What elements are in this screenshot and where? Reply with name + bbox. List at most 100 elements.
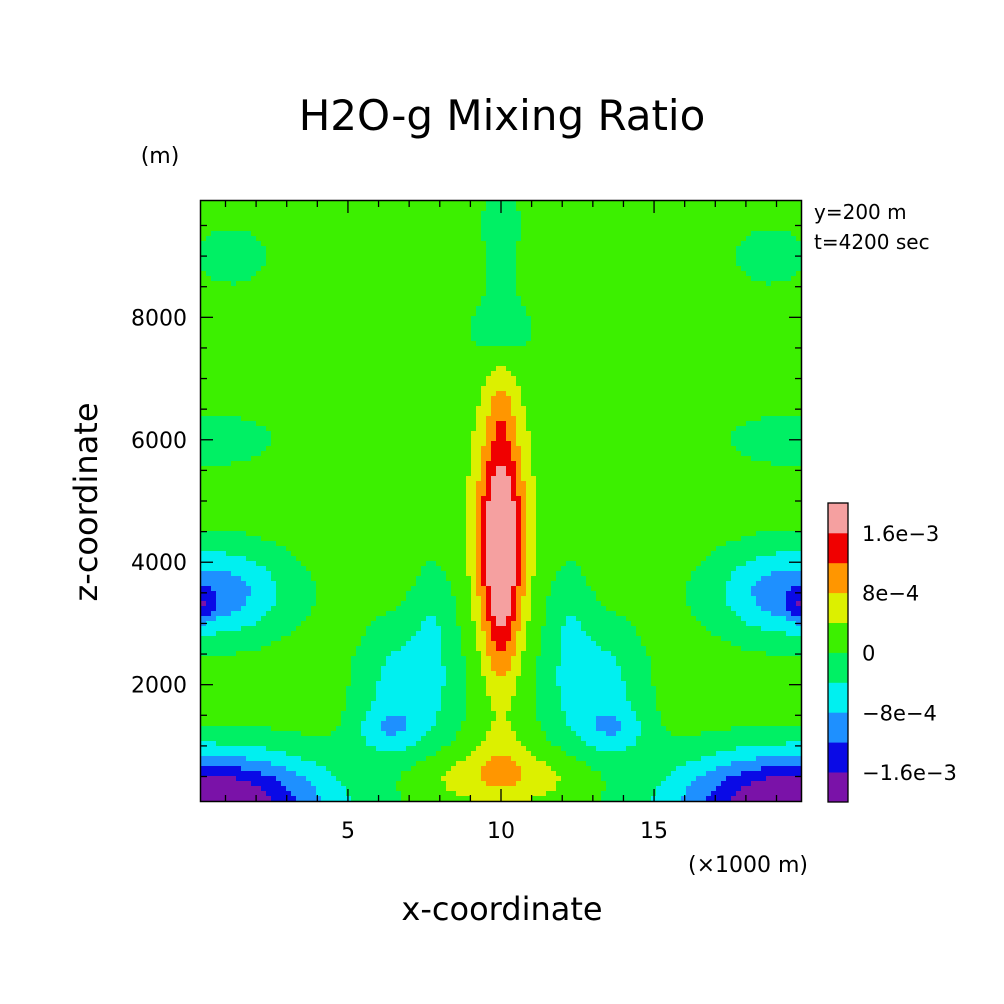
contour-cell <box>371 276 377 282</box>
contour-cell <box>716 271 722 277</box>
contour-cell <box>621 366 627 372</box>
contour-cell <box>706 371 712 377</box>
contour-cell <box>731 266 737 272</box>
contour-cell <box>321 376 327 382</box>
contour-cell <box>226 246 232 252</box>
contour-cell <box>331 236 337 242</box>
contour-cell <box>651 316 657 322</box>
contour-cell <box>561 246 567 252</box>
contour-cell <box>271 221 277 227</box>
contour-cell <box>666 281 672 287</box>
contour-cell <box>331 346 337 352</box>
contour-cell <box>226 271 232 277</box>
contour-cell <box>631 316 637 322</box>
contour-cell <box>601 381 607 387</box>
contour-cell <box>361 346 367 352</box>
contour-cell <box>231 241 237 247</box>
contour-cell <box>456 296 462 302</box>
contour-cell <box>241 391 247 397</box>
contour-cell <box>211 336 217 342</box>
contour-cell <box>461 231 467 237</box>
contour-cell <box>621 381 627 387</box>
contour-cell <box>351 361 357 367</box>
contour-cell <box>601 236 607 242</box>
contour-cell <box>431 231 437 237</box>
contour-cell <box>606 296 612 302</box>
contour-cell <box>466 296 472 302</box>
contour-cell <box>591 366 597 372</box>
contour-cell <box>686 271 692 277</box>
contour-cell <box>691 251 697 257</box>
contour-cell <box>246 386 252 392</box>
contour-cell <box>271 231 277 237</box>
contour-cell <box>256 286 262 292</box>
contour-cell <box>351 401 357 407</box>
contour-cell <box>631 326 637 332</box>
contour-cell <box>351 201 357 207</box>
contour-cell <box>356 381 362 387</box>
contour-cell <box>651 321 657 327</box>
contour-cell <box>346 286 352 292</box>
contour-cell <box>761 216 767 222</box>
contour-cell <box>371 316 377 322</box>
contour-cell <box>646 336 652 342</box>
contour-cell <box>401 341 407 347</box>
contour-cell <box>401 406 407 412</box>
contour-cell <box>401 306 407 312</box>
contour-cell <box>301 211 307 217</box>
contour-cell <box>551 341 557 347</box>
contour-cell <box>521 281 527 287</box>
contour-cell <box>431 216 437 222</box>
contour-cell <box>711 236 717 242</box>
contour-cell <box>721 396 727 402</box>
contour-cell <box>561 256 567 262</box>
contour-cell <box>576 281 582 287</box>
contour-cell <box>331 261 337 267</box>
contour-cell <box>276 351 282 357</box>
contour-cell <box>216 316 222 322</box>
contour-cell <box>671 356 677 362</box>
contour-cell <box>636 311 642 317</box>
contour-cell <box>321 331 327 337</box>
contour-cell <box>591 276 597 282</box>
contour-cell <box>696 261 702 267</box>
contour-cell <box>351 256 357 262</box>
contour-cell <box>671 381 677 387</box>
contour-cell <box>571 386 577 392</box>
contour-cell <box>771 201 777 207</box>
contour-cell <box>436 351 442 357</box>
contour-cell <box>301 386 307 392</box>
contour-cell <box>641 201 647 207</box>
contour-cell <box>576 296 582 302</box>
contour-cell <box>201 226 207 232</box>
contour-cell <box>596 396 602 402</box>
contour-cell <box>671 286 677 292</box>
contour-cell <box>286 271 292 277</box>
contour-cell <box>606 251 612 257</box>
contour-cell <box>501 301 507 307</box>
contour-cell <box>681 296 687 302</box>
contour-cell <box>431 401 437 407</box>
contour-cell <box>686 211 692 217</box>
contour-cell <box>611 221 617 227</box>
contour-cell <box>771 316 777 322</box>
contour-cell <box>741 306 747 312</box>
contour-cell <box>666 381 672 387</box>
contour-cell <box>256 296 262 302</box>
contour-cell <box>536 241 542 247</box>
contour-cell <box>546 316 552 322</box>
contour-cell <box>201 316 207 322</box>
contour-cell <box>386 246 392 252</box>
contour-cell <box>641 271 647 277</box>
contour-cell <box>671 396 677 402</box>
contour-cell <box>776 361 782 367</box>
contour-cell <box>351 296 357 302</box>
contour-cell <box>376 216 382 222</box>
contour-cell <box>301 201 307 207</box>
contour-cell <box>566 396 572 402</box>
contour-cell <box>636 336 642 342</box>
contour-cell <box>461 276 467 282</box>
contour-cell <box>616 261 622 267</box>
contour-cell <box>461 391 467 397</box>
